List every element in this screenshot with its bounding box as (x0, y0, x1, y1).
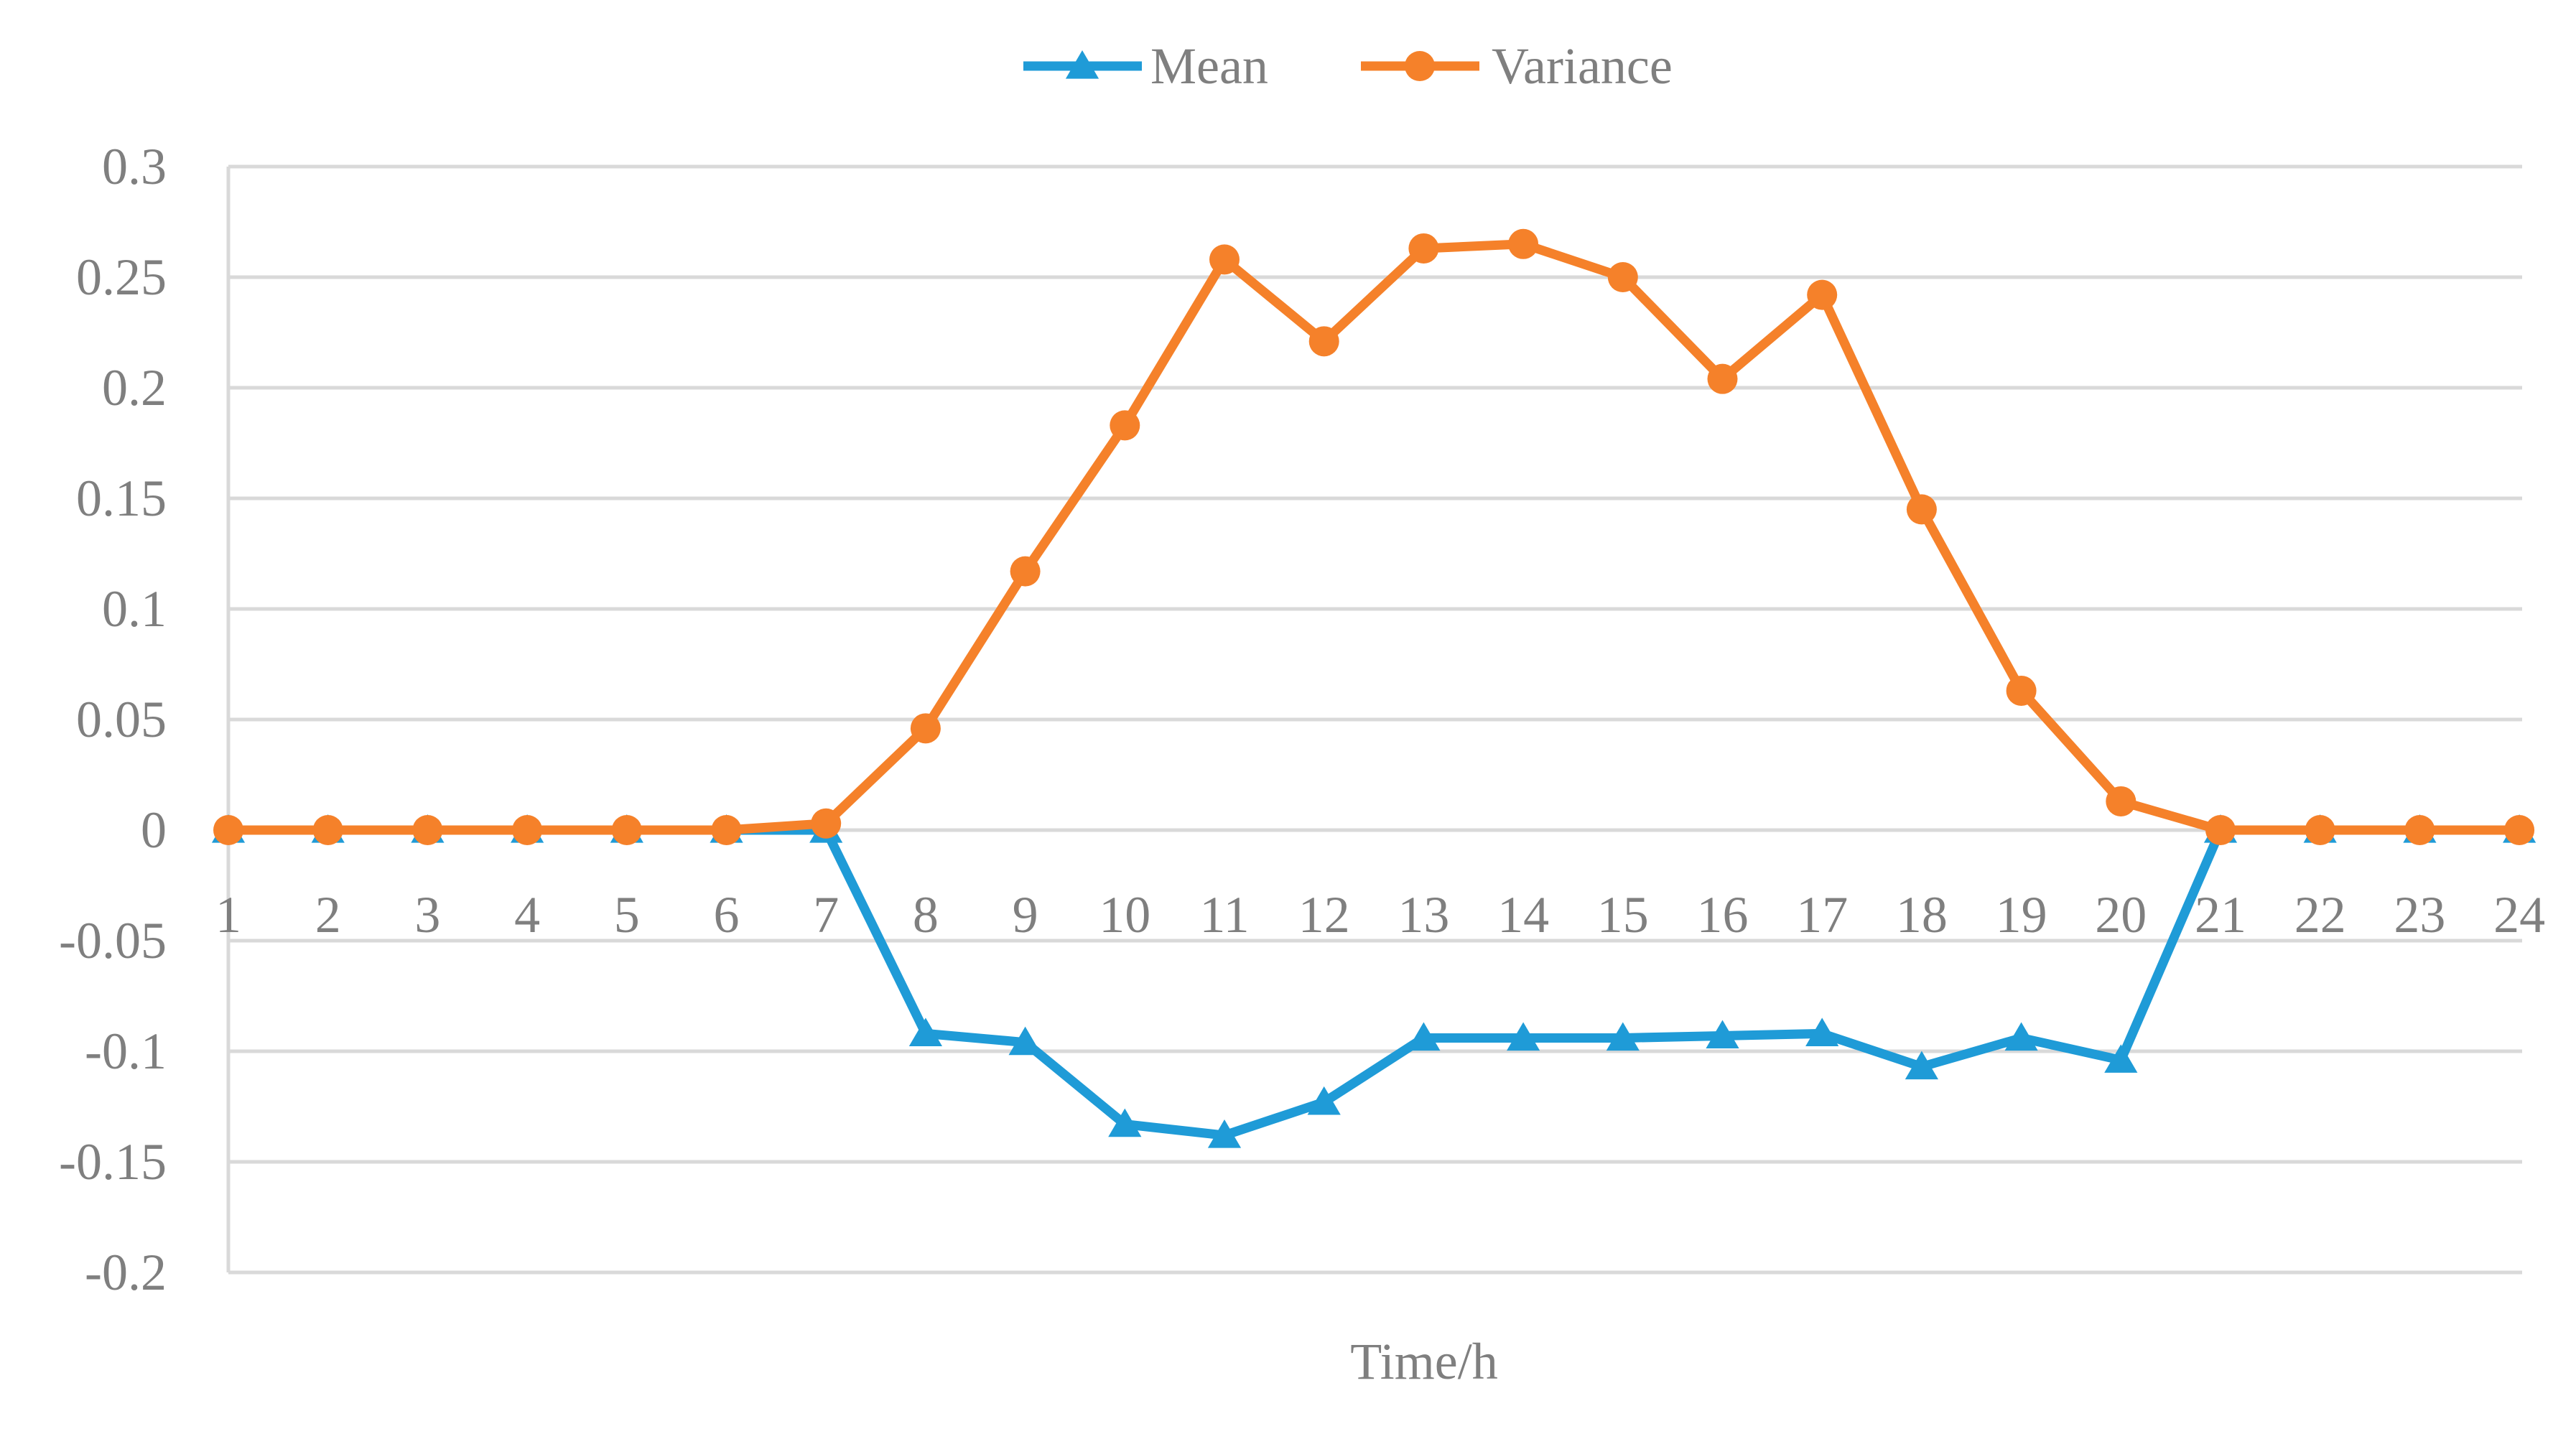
x-tick-label: 10 (1099, 886, 1150, 944)
data-point (908, 1018, 942, 1046)
series (211, 228, 2537, 1148)
x-tick-label: 24 (2493, 886, 2545, 944)
x-tick-label: 1 (215, 886, 241, 944)
data-point (2305, 815, 2335, 845)
x-tick-label: 16 (1697, 886, 1749, 944)
y-tick-label: 0.25 (76, 248, 167, 306)
x-tick-label: 14 (1497, 886, 1549, 944)
y-tick-label: -0.05 (59, 912, 167, 969)
data-point (512, 815, 543, 845)
data-point (1407, 1022, 1441, 1051)
y-tick-label: 0.15 (76, 470, 167, 527)
data-point (1307, 1086, 1341, 1115)
data-point (1906, 494, 1937, 525)
series-line-variance (223, 239, 2524, 835)
data-point (2504, 815, 2535, 845)
data-point (1507, 1022, 1540, 1051)
data-point (1807, 279, 1838, 310)
y-tick-label: 0.05 (76, 691, 167, 748)
legend-label: Variance (1492, 37, 1673, 95)
data-point (312, 815, 343, 845)
y-tick-label: 0 (141, 801, 167, 859)
x-tick-label: 17 (1796, 886, 1848, 944)
gridlines (228, 164, 2522, 1275)
x-tick-label: 9 (1013, 886, 1038, 944)
legend-marker (1405, 51, 1435, 81)
legend-marker (1065, 50, 1099, 79)
y-tick-label: -0.15 (59, 1133, 167, 1191)
data-point (711, 815, 742, 845)
data-point (611, 815, 642, 845)
series-mean (211, 814, 2537, 1148)
y-tick-label: -0.1 (85, 1023, 167, 1080)
legend: Mean Variance (1023, 37, 1673, 95)
data-point (2104, 1044, 2138, 1073)
y-tick-label: 0.3 (102, 138, 167, 195)
legend-item-mean: Mean (1023, 37, 1268, 95)
data-point (1108, 1108, 1142, 1137)
data-point (1905, 1051, 1938, 1080)
data-point (1010, 556, 1041, 587)
x-tick-label: 3 (414, 886, 440, 944)
data-point (1008, 1026, 1042, 1056)
data-point (1207, 1119, 1242, 1148)
data-point (1706, 1020, 1739, 1049)
y-axis-ticks: -0.2 -0.15 -0.1 -0.05 0 0.05 0.1 0.15 0.2 0.25 0.3 (59, 138, 167, 1301)
data-point (2205, 815, 2236, 845)
x-tick-label: 20 (2095, 886, 2147, 944)
y-tick-label: -0.2 (85, 1244, 167, 1301)
data-point (1508, 228, 1539, 259)
x-tick-label: 21 (2195, 886, 2246, 944)
x-tick-label: 7 (813, 886, 839, 944)
x-tick-label: 13 (1398, 886, 1449, 944)
legend-label: Mean (1150, 37, 1268, 95)
data-point (1606, 1022, 1640, 1051)
series-variance (213, 228, 2535, 845)
data-point (2004, 1022, 2038, 1051)
x-tick-label: 6 (714, 886, 740, 944)
x-tick-label: 18 (1896, 886, 1948, 944)
data-point (1707, 363, 1738, 394)
x-tick-label: 2 (315, 886, 341, 944)
x-tick-label: 8 (913, 886, 939, 944)
data-point (1805, 1018, 1839, 1046)
data-point (1110, 410, 1140, 441)
data-point (910, 713, 941, 744)
data-point (1209, 244, 1240, 275)
data-point (1607, 262, 1638, 292)
data-point (811, 808, 842, 839)
x-tick-label: 23 (2394, 886, 2445, 944)
legend-item-variance: Variance (1361, 37, 1673, 95)
data-point (1308, 326, 1339, 357)
data-point (412, 815, 443, 845)
data-point (2106, 786, 2136, 816)
series-line-mean (223, 825, 2524, 1140)
data-point (2006, 675, 2037, 706)
x-tick-label: 19 (1996, 886, 2047, 944)
x-tick-label: 5 (614, 886, 640, 944)
x-tick-label: 12 (1298, 886, 1350, 944)
x-axis-ticks: 1 2 3 4 5 6 7 8 9 10 11 12 13 14 15 16 17 18 19 20 21 22 23 24 (215, 886, 2545, 944)
y-tick-label: 0.1 (102, 580, 167, 638)
x-tick-label: 15 (1597, 886, 1649, 944)
data-point (213, 815, 243, 845)
x-tick-label: 11 (1199, 886, 1249, 944)
data-point (2404, 815, 2435, 845)
y-tick-label: 0.2 (102, 359, 167, 416)
x-tick-label: 4 (514, 886, 540, 944)
x-axis-title: Time/h (1350, 1333, 1497, 1390)
data-point (1408, 233, 1439, 264)
x-tick-label: 22 (2294, 886, 2346, 944)
